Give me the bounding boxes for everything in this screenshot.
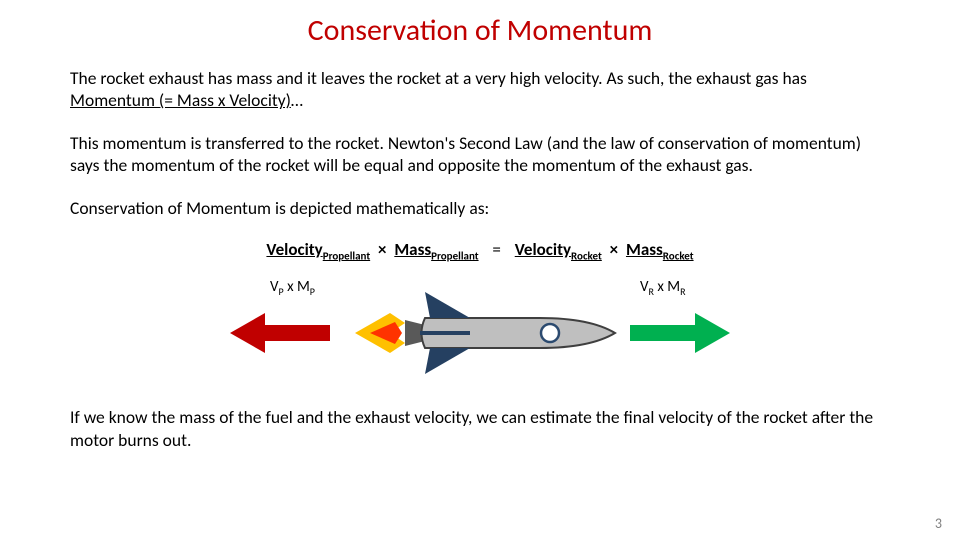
p1-text-a: The rocket exhaust has mass and it leave… bbox=[70, 67, 807, 89]
p1-text-b: … bbox=[291, 89, 303, 111]
eq-v1sub: Propellant bbox=[323, 249, 370, 262]
eq-m1sub: Propellant bbox=[431, 249, 478, 262]
paragraph-2: This momentum is transferred to the rock… bbox=[70, 132, 890, 177]
eq-v2: Velocity bbox=[515, 239, 571, 260]
page-number: 3 bbox=[935, 515, 942, 532]
eq-m1: Mass bbox=[394, 239, 431, 260]
eq-v1: Velocity bbox=[266, 239, 322, 260]
p1-underlined: Momentum (= Mass x Velocity) bbox=[70, 89, 291, 111]
eq-times-1: × bbox=[374, 239, 390, 260]
eq-times-2: × bbox=[606, 239, 622, 260]
paragraph-3: Conservation of Momentum is depicted mat… bbox=[70, 197, 890, 219]
slide-title: Conservation of Momentum bbox=[70, 12, 890, 49]
paragraph-4: If we know the mass of the fuel and the … bbox=[70, 406, 890, 451]
eq-m2sub: Rocket bbox=[663, 249, 694, 262]
slide: Conservation of Momentum The rocket exha… bbox=[0, 0, 960, 540]
eq-equals: = bbox=[482, 239, 510, 260]
eq-m2: Mass bbox=[626, 239, 663, 260]
equation-line: VelocityPropellant × MassPropellant = Ve… bbox=[70, 239, 890, 262]
paragraph-1: The rocket exhaust has mass and it leave… bbox=[70, 67, 890, 112]
rocket-diagram: VP x MP VR x MR bbox=[70, 278, 890, 388]
diagram-svg bbox=[70, 278, 890, 388]
eq-v2sub: Rocket bbox=[571, 249, 602, 262]
